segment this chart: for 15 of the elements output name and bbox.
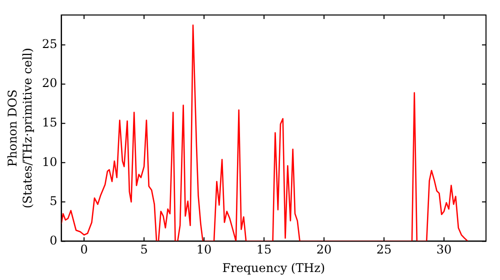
x-tick-label: 5	[140, 242, 148, 257]
x-tick-label: 30	[436, 242, 452, 257]
y-tick-label: 25	[42, 36, 58, 51]
y-tick-label: 20	[42, 76, 58, 90]
y-tick-label: 5	[50, 194, 58, 208]
y-tick-label: 15	[42, 116, 58, 130]
y-tick-label: 10	[42, 154, 58, 169]
y-tick-label: 0	[50, 233, 58, 248]
x-axis-title: Frequency (THz)	[222, 260, 326, 275]
x-tick-label: 15	[256, 242, 272, 257]
x-tick-label: 0	[80, 242, 88, 257]
x-tick-label: 10	[196, 242, 212, 257]
x-tick-label: 25	[376, 242, 392, 257]
x-tick-label: 20	[316, 242, 332, 257]
y-axis-title: Phonon DOS (States/THz·primitive cell)	[6, 48, 35, 208]
